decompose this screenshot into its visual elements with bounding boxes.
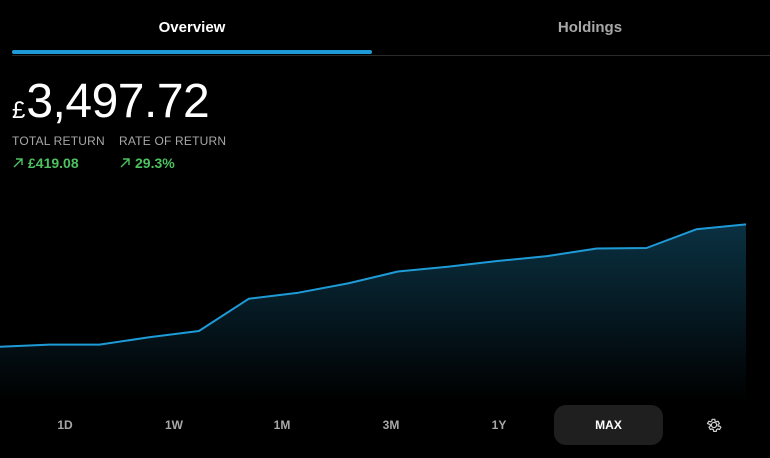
range-3m[interactable]: 3M (382, 418, 400, 432)
currency-symbol: £ (12, 97, 26, 124)
arrow-up-right-icon (120, 158, 130, 168)
rate-of-return-value: 29.3% (135, 155, 175, 171)
total-return-value: £419.08 (28, 155, 79, 171)
range-1w[interactable]: 1W (165, 418, 183, 432)
range-1y[interactable]: 1Y (491, 418, 507, 432)
range-max[interactable]: MAX (554, 405, 663, 445)
gear-icon[interactable] (705, 416, 723, 434)
range-1m[interactable]: 1M (273, 418, 291, 432)
arrow-up-right-icon (13, 158, 23, 168)
rate-of-return-label: RATE OF RETURN (119, 134, 227, 148)
total-return-value-row: £419.08 (12, 155, 105, 171)
chart-series-line (0, 223, 747, 348)
tab-holdings[interactable]: Holdings (557, 19, 623, 36)
active-tab-indicator (12, 50, 372, 54)
portfolio-chart[interactable] (0, 200, 770, 400)
rate-of-return: RATE OF RETURN 29.3% (119, 134, 226, 171)
total-return-label: TOTAL RETURN (12, 134, 105, 148)
range-1d[interactable]: 1D (57, 418, 73, 432)
tab-bar: Overview Holdings (12, 0, 770, 56)
balance-amount: 3,497.72 (26, 75, 210, 128)
time-range-selector: 1D 1W 1M 3M 1Y MAX (0, 405, 770, 445)
total-return: TOTAL RETURN £419.08 (12, 134, 105, 171)
chart-area-fill (0, 224, 746, 400)
tab-overview[interactable]: Overview (158, 19, 226, 36)
portfolio-balance: £ 3,497.72 (12, 75, 210, 128)
rate-of-return-value-row: 29.3% (119, 155, 226, 171)
